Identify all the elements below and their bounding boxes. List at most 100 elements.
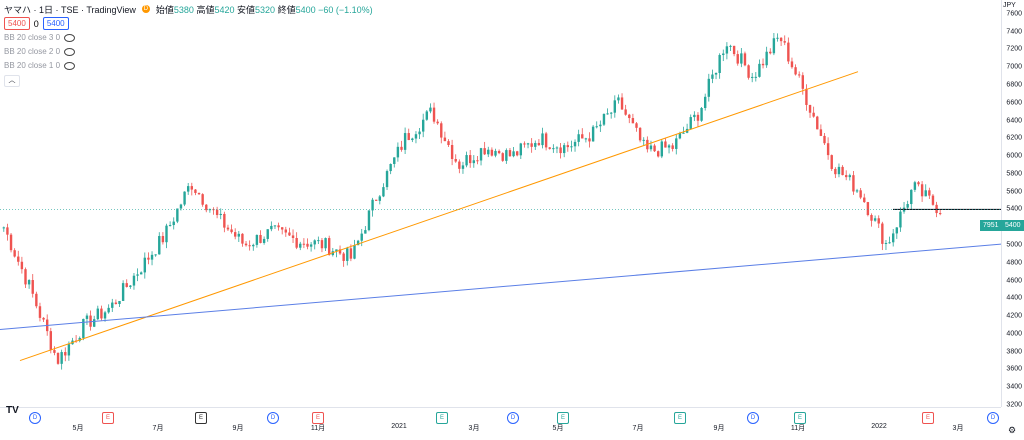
dividend-marker[interactable]: D [507, 412, 519, 424]
candle [389, 163, 392, 175]
time-tick-label: 11月 [790, 425, 806, 432]
candle [237, 230, 241, 242]
tradingview-logo[interactable]: TV [6, 405, 19, 416]
chevron-up-icon[interactable]: ︿ [4, 75, 20, 87]
candle [244, 241, 248, 247]
candle [208, 208, 212, 213]
candle [24, 267, 27, 289]
candle [299, 241, 302, 251]
candle [201, 193, 204, 207]
blue-trend-line[interactable] [0, 243, 1001, 330]
candle [819, 124, 823, 137]
candle [27, 279, 31, 289]
price-axis[interactable]: 7600 7400 7200 7000 6800 6600 6400 6200 6000 5800… [1001, 0, 1024, 409]
buy-price-box[interactable]: 5400 [42, 17, 69, 30]
earnings-marker[interactable]: E [794, 412, 806, 424]
currency-label[interactable]: JPY [1003, 2, 1016, 9]
indicator-legend-2[interactable]: BB 20 close 2 0 [4, 47, 76, 56]
eye-hidden-icon[interactable] [64, 61, 76, 70]
symbol-title[interactable]: ヤマハ · 1日 · TSE · TradingView [4, 4, 136, 15]
indicator-legend-1[interactable]: BB 20 close 3 0 [4, 33, 76, 42]
candle [797, 71, 801, 78]
dividend-marker[interactable]: D [267, 412, 279, 424]
candle [895, 227, 899, 239]
price-tick-label: 3600 [1006, 365, 1022, 373]
candle [67, 341, 71, 361]
candle [20, 256, 24, 274]
candle [9, 232, 13, 253]
candle [219, 208, 222, 220]
eye-hidden-icon[interactable] [64, 33, 76, 42]
candle [38, 302, 42, 322]
candle [765, 46, 768, 68]
candle [483, 141, 486, 156]
candle [787, 37, 790, 65]
dividend-marker[interactable]: D [747, 412, 759, 424]
candle [6, 223, 9, 241]
candle [414, 131, 418, 144]
candle [848, 173, 852, 181]
candle [620, 93, 624, 111]
ohlc-readout: 始値5380 高値5420 安値5320 終値5400 −60 (−1.10%) [155, 4, 373, 15]
candle [790, 57, 794, 69]
candle [425, 109, 429, 121]
candle [353, 239, 356, 260]
candle [830, 154, 833, 171]
candle [624, 104, 627, 116]
candle [396, 142, 400, 162]
candle [468, 150, 472, 168]
candle [35, 291, 38, 309]
candle [559, 143, 562, 159]
candle [707, 73, 711, 102]
candle [794, 64, 797, 76]
dividend-marker[interactable]: D [987, 412, 999, 424]
chart-pane[interactable] [0, 0, 1001, 407]
candle [78, 336, 81, 343]
candle [418, 127, 421, 140]
candle [913, 180, 917, 193]
candle [161, 232, 165, 245]
price-tick-label: 5800 [1006, 170, 1022, 178]
candle [732, 45, 736, 57]
candle [682, 126, 685, 134]
candle [284, 226, 288, 237]
candle [891, 229, 895, 247]
earnings-marker[interactable]: E [922, 412, 934, 424]
earnings-marker[interactable]: E [102, 412, 114, 424]
candle [552, 144, 555, 153]
candle [866, 201, 870, 217]
indicator-legend-3[interactable]: BB 20 close 1 0 [4, 61, 76, 70]
candle [378, 194, 382, 205]
price-tick-label: 7000 [1006, 63, 1022, 71]
candle [523, 141, 526, 148]
earnings-marker[interactable]: E [312, 412, 324, 424]
time-axis[interactable] [0, 407, 1001, 440]
candle [436, 119, 439, 125]
candle [740, 48, 743, 68]
earnings-marker[interactable]: E [557, 412, 569, 424]
candle [259, 230, 262, 244]
candle [881, 221, 884, 251]
eye-hidden-icon[interactable] [64, 47, 76, 56]
price-chart[interactable] [0, 0, 1001, 407]
gear-icon[interactable]: ⚙ [1008, 425, 1017, 435]
candle [743, 51, 747, 67]
price-tick-label: 4000 [1006, 330, 1022, 338]
earnings-marker[interactable]: E [674, 412, 686, 424]
earnings-marker[interactable]: E [436, 412, 448, 424]
candle [613, 95, 617, 118]
time-tick-label: 9月 [232, 425, 244, 432]
candle [295, 232, 298, 250]
earnings-marker[interactable]: E [195, 412, 207, 424]
candle [917, 181, 920, 187]
candle [118, 300, 121, 308]
orange-trend-line[interactable] [19, 71, 859, 362]
sell-price-box[interactable]: 5400 [4, 17, 30, 30]
time-tick-label: 5月 [72, 425, 84, 432]
price-tick-label: 5600 [1006, 188, 1022, 196]
price-tick-label: 3200 [1006, 401, 1022, 409]
candle [367, 210, 371, 232]
dividend-marker[interactable]: D [29, 412, 41, 424]
candle [154, 254, 157, 257]
candle [494, 148, 497, 158]
